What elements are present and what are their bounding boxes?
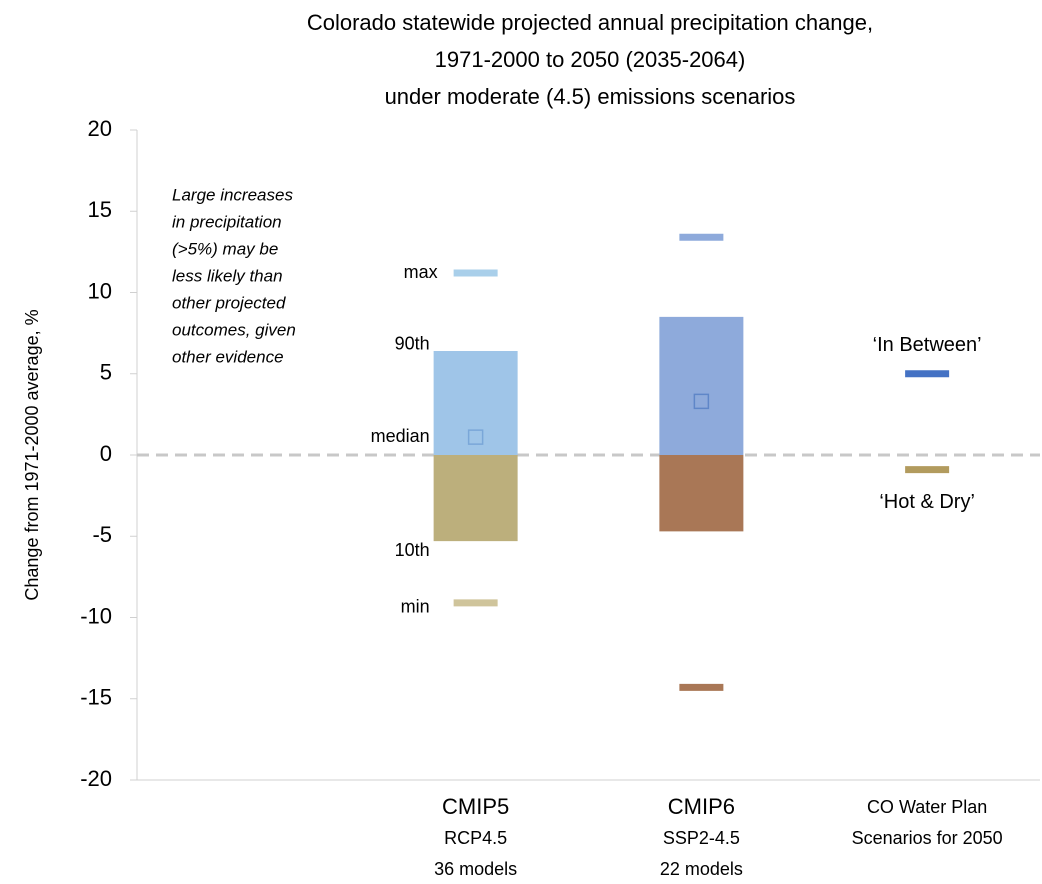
lower-range [659,455,744,532]
scenario-marker [905,466,950,474]
annotation: (>5%) may be [172,239,278,258]
min-marker [453,599,498,607]
chart-title: under moderate (4.5) emissions scenarios [385,84,796,109]
stat-label: 10th [395,540,430,560]
y-tick-label: -10 [80,603,112,628]
category-sublabel: SSP2-4.5 [663,828,740,848]
stat-label: min [401,597,430,617]
upper-range [433,351,518,455]
stat-label: median [371,426,430,446]
category-label: CO Water Plan [867,797,987,817]
y-axis-title: Change from 1971-2000 average, % [22,309,42,600]
chart-title: Colorado statewide projected annual prec… [307,10,873,35]
y-tick-label: -15 [80,685,112,710]
annotation: other evidence [172,347,284,366]
min-marker [679,683,724,691]
category-sublabel: 22 models [660,859,743,879]
y-tick-label: 0 [100,441,112,466]
median-marker [693,393,710,410]
y-tick-label: 15 [88,197,112,222]
category-label: CMIP6 [668,794,735,819]
y-tick-label: -20 [80,766,112,791]
annotation: Large increases [172,185,293,204]
scenario-label: ‘Hot & Dry’ [879,491,975,513]
max-marker [679,233,724,241]
median-marker [467,429,484,445]
annotation: in precipitation [172,212,282,231]
chart-title: 1971-2000 to 2050 (2035-2064) [435,47,746,72]
max-marker [453,269,498,277]
category-sublabel: 36 models [434,859,517,879]
annotation: less likely than [172,266,283,285]
y-tick-label: 20 [88,116,112,141]
annotation: other projected [172,293,286,312]
scenario-marker [905,370,950,378]
category-label: CMIP5 [442,794,509,819]
stat-label: max [404,262,438,282]
lower-range [433,455,518,542]
category-label: Scenarios for 2050 [852,828,1003,848]
y-tick-label: 10 [88,278,112,303]
upper-range [659,316,744,455]
annotation: outcomes, given [172,320,296,339]
y-tick-label: -5 [92,522,112,547]
stat-label: 90th [395,334,430,354]
scenario-label: ‘In Between’ [873,334,982,356]
category-sublabel: RCP4.5 [444,828,507,848]
y-tick-label: 5 [100,360,112,385]
